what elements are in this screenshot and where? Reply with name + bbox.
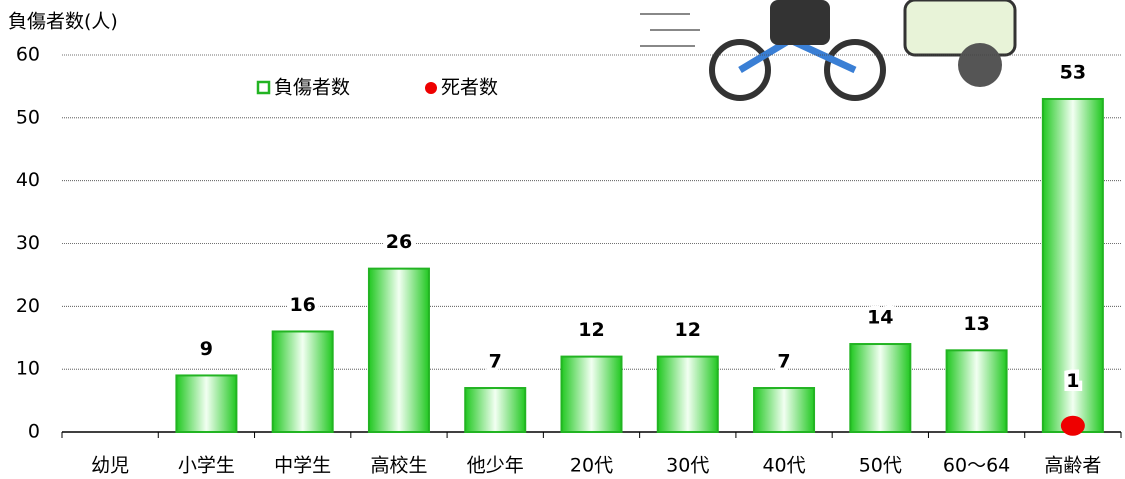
x-tick-label: 高齢者 [1044, 455, 1101, 477]
x-tick-label: 40代 [762, 455, 805, 477]
value-label: 12 [675, 319, 701, 341]
y-tick-label: 60 [16, 44, 40, 66]
bar [849, 343, 912, 433]
y-tick-label: 50 [16, 106, 40, 128]
value-label: 14 [867, 307, 893, 329]
x-tick-label: 20代 [570, 455, 613, 477]
value-label: 7 [489, 351, 502, 373]
legend-label: 負傷者数 [274, 77, 350, 99]
value-label: 9 [200, 338, 213, 360]
value-label: 12 [578, 319, 604, 341]
x-tick-label: 30代 [666, 455, 709, 477]
x-tick-label: 中学生 [274, 455, 331, 477]
value-label: 7 [777, 351, 790, 373]
value-label: 13 [963, 313, 989, 335]
legend-label: 死者数 [441, 77, 498, 99]
x-tick-label: 小学生 [178, 455, 235, 477]
y-axis-title: 負傷者数(人) [8, 11, 118, 33]
bar [367, 267, 430, 433]
bar [656, 355, 719, 434]
value-label: 53 [1060, 61, 1086, 83]
y-tick-label: 40 [16, 169, 40, 191]
bar [464, 387, 527, 433]
y-tick-label: 30 [16, 232, 40, 254]
legend-swatch [256, 80, 271, 95]
bar [175, 374, 238, 434]
bar [271, 330, 334, 434]
death-dot [1060, 415, 1085, 436]
x-tick-label: 50代 [859, 455, 902, 477]
value-label: 26 [386, 231, 412, 253]
y-tick-label: 0 [28, 421, 40, 443]
bar [945, 349, 1008, 434]
x-tick-label: 60〜64 [943, 455, 1010, 477]
x-tick-label: 高校生 [370, 455, 427, 477]
y-tick-label: 20 [16, 295, 40, 317]
value-label: 16 [289, 294, 315, 316]
bar [560, 355, 623, 434]
legend-swatch [425, 82, 437, 94]
x-tick-label: 幼児 [91, 455, 129, 477]
bar [753, 387, 816, 433]
y-tick-label: 10 [16, 358, 40, 380]
value-label: 1 [1066, 370, 1079, 392]
bar [1041, 97, 1104, 433]
illustration [640, 0, 1017, 101]
x-tick-label: 他少年 [467, 455, 524, 477]
